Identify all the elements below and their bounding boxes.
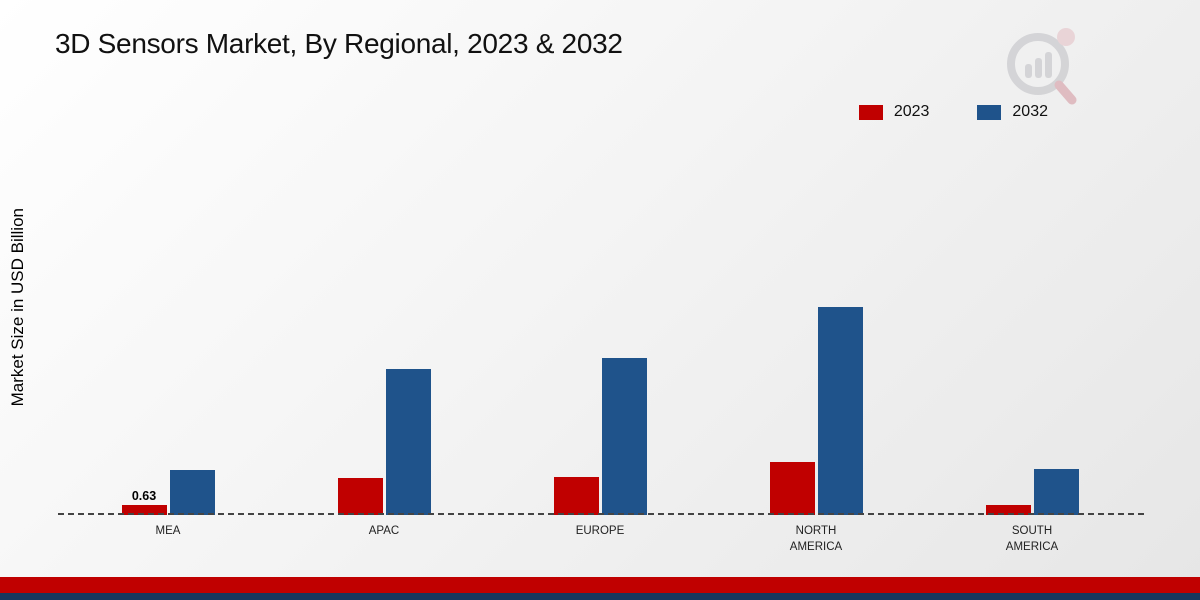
legend-swatch-2032 <box>977 104 1002 120</box>
bar-group: SOUTH AMERICA <box>924 255 1140 553</box>
legend-item-2023: 2023 <box>858 103 930 121</box>
legend: 2023 2032 <box>858 103 1048 121</box>
footer-red-bar <box>0 577 1200 593</box>
bar-2023-south-america <box>985 505 1031 515</box>
category-label: SOUTH AMERICA <box>1005 525 1059 553</box>
bar-holder <box>817 307 863 515</box>
category-label: MEA <box>155 525 181 537</box>
bar-2023-europe <box>553 477 599 515</box>
bar-holder <box>385 369 431 515</box>
bar-group: NORTH AMERICA <box>708 255 924 553</box>
bar-2032-mea <box>169 470 215 515</box>
legend-label-2023: 2023 <box>893 103 930 120</box>
bar-holder <box>601 358 647 515</box>
bar-holder <box>553 477 599 515</box>
logo-bar-icon <box>1045 52 1052 78</box>
axis-baseline <box>58 513 1144 515</box>
bar-group: EUROPE <box>492 255 708 537</box>
bar-2023-mea <box>121 505 167 515</box>
bar-2023-north-america <box>769 462 815 515</box>
bar-holder <box>337 478 383 515</box>
legend-swatch-2023 <box>858 104 883 120</box>
bar-value-label: 0.63 <box>131 489 157 503</box>
bar-2032-south-america <box>1033 469 1079 515</box>
category-label: EUROPE <box>575 525 625 537</box>
bar-2032-europe <box>601 358 647 515</box>
legend-label-2032: 2032 <box>1012 103 1048 120</box>
bar-holder <box>1033 469 1079 515</box>
footer-navy-bar <box>0 593 1200 600</box>
category-label: APAC <box>368 525 400 537</box>
bar-2032-apac <box>385 369 431 515</box>
bar-group: 0.63 MEA <box>60 255 276 537</box>
bar-2032-north-america <box>817 307 863 515</box>
bar-group: APAC <box>276 255 492 537</box>
bar-2023-apac <box>337 478 383 515</box>
bar-holder <box>985 505 1031 515</box>
bar-groups: 0.63 MEA APAC EUROPE NORTH AMERICA SOUTH AMER… <box>60 255 1140 553</box>
logo-dot-icon <box>1057 28 1075 46</box>
bar-pair <box>553 255 647 515</box>
bar-pair <box>985 255 1079 515</box>
logo-bar-icon <box>1035 58 1042 78</box>
legend-item-2032: 2032 <box>977 103 1048 121</box>
logo-handle-icon <box>1054 80 1077 105</box>
bar-holder: 0.63 <box>121 489 167 515</box>
category-label: NORTH AMERICA <box>789 525 843 553</box>
bar-pair: 0.63 <box>121 255 215 515</box>
bar-holder <box>169 470 215 515</box>
logo-bar-icon <box>1025 64 1032 78</box>
logo-watermark <box>1007 28 1077 105</box>
plot-area: 0.63 MEA APAC EUROPE NORTH AMERICA SOUTH AMER… <box>60 255 1140 553</box>
logo-lens-icon <box>1007 33 1069 95</box>
bar-holder <box>769 462 815 515</box>
bar-pair <box>337 255 431 515</box>
chart-title: 3D Sensors Market, By Regional, 2023 & 2… <box>55 28 623 59</box>
bar-pair <box>769 255 863 515</box>
y-axis-label: Market Size in USD Billion <box>8 208 27 407</box>
